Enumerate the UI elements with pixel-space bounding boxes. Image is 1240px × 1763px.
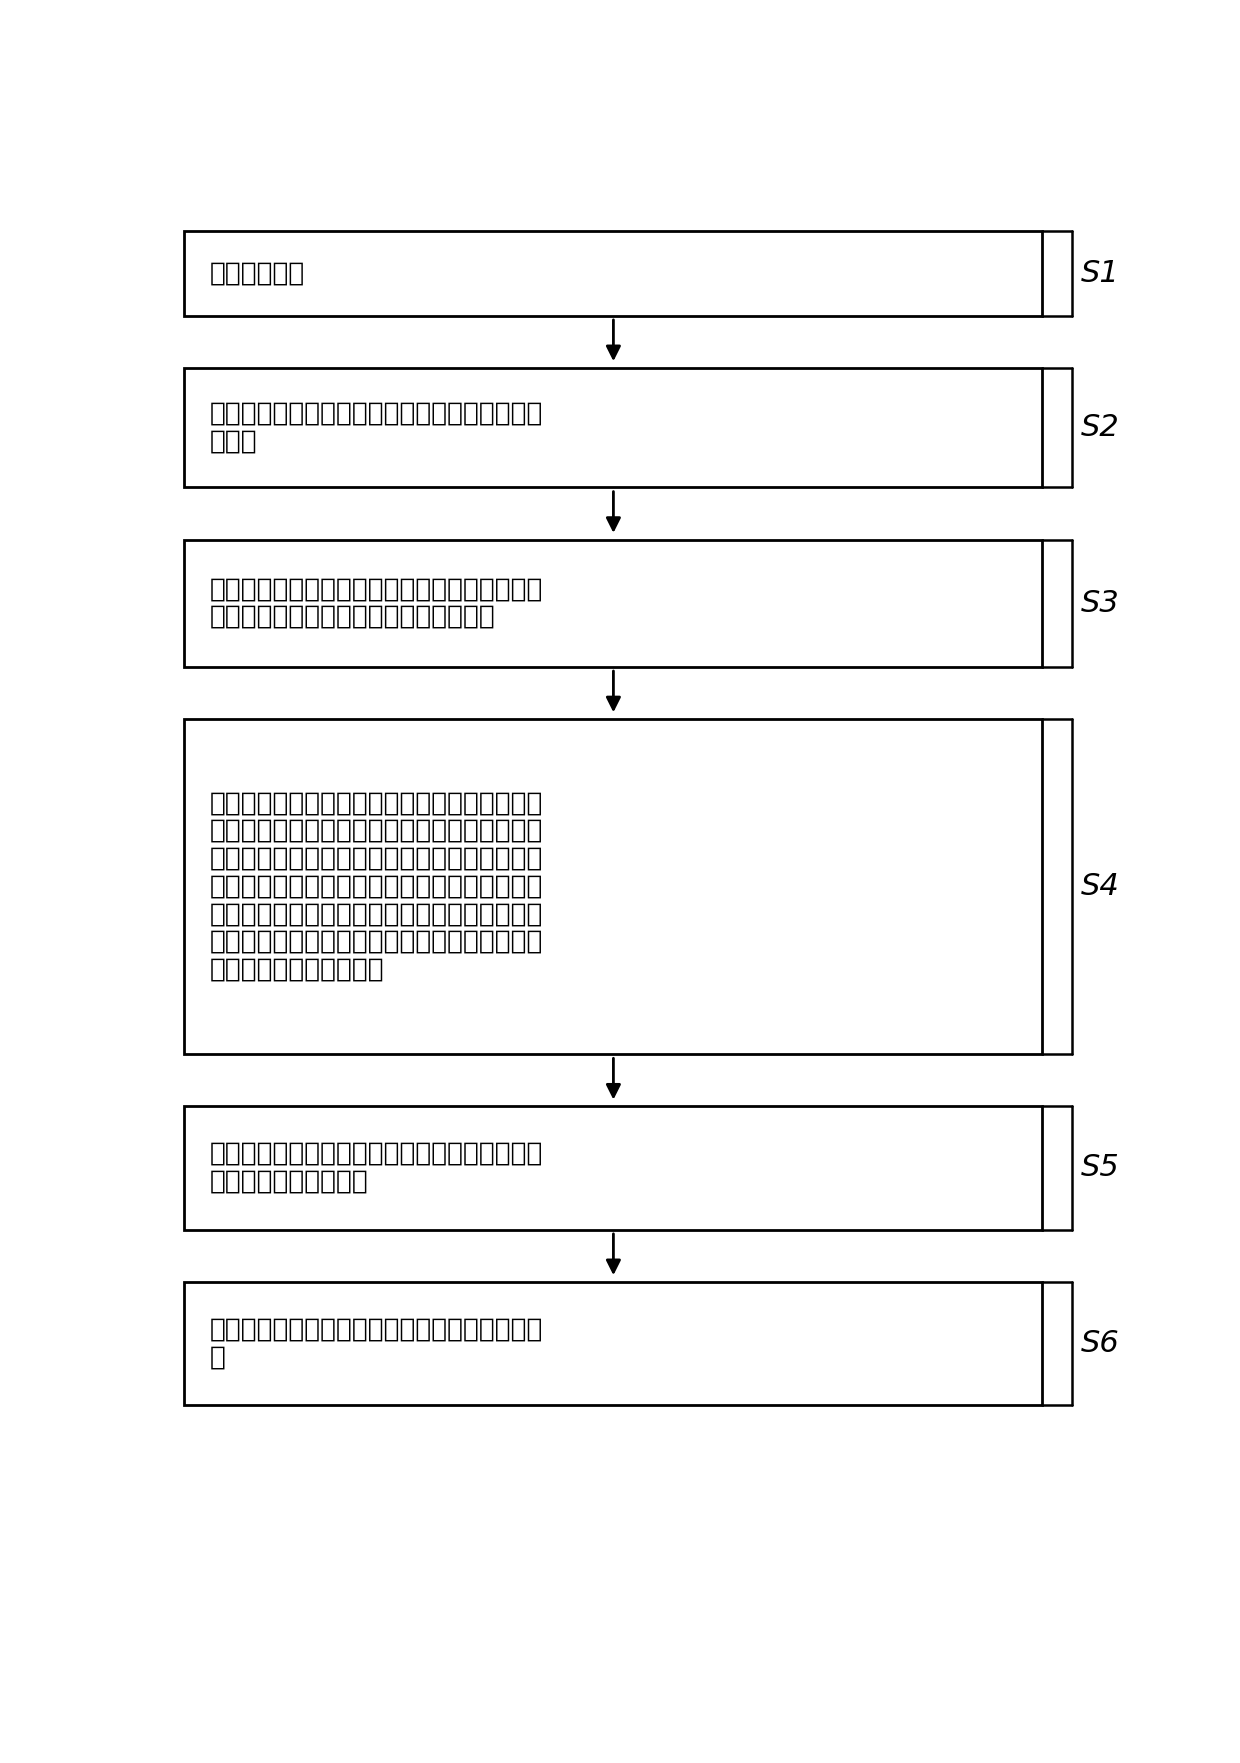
Text: 发光层上形成第一电子传输层；在第二空穴传输: 发光层上形成第一电子传输层；在第二空穴传输 [210,929,543,956]
Text: 成第一空穴传输层；在第二电子传输层上形成第: 成第一空穴传输层；在第二电子传输层上形成第 [210,846,543,871]
Text: ；在第二发光层上形成第二空穴传输层；在第一: ；在第二发光层上形成第二空穴传输层；在第一 [210,901,543,927]
Text: S3: S3 [1081,589,1120,617]
Text: 在阵列基板上于相邻的像素区的交界处设置像素: 在阵列基板上于相邻的像素区的交界处设置像素 [210,400,543,427]
Text: 二发光层；在第一空穴传输层上形成第一发光层: 二发光层；在第一空穴传输层上形成第一发光层 [210,873,543,899]
Bar [185,1107,1043,1229]
Text: 在第一阳极上形成第一空穴注入层；在第二阴极: 在第一阳极上形成第一空穴注入层；在第二阴极 [210,790,543,816]
Text: S6: S6 [1081,1329,1120,1358]
Bar [185,368,1043,487]
Bar [185,719,1043,1054]
Text: 隔离柱: 隔离柱 [210,428,257,455]
Text: 提供阵列基板: 提供阵列基板 [210,261,305,286]
Text: 在第一电子传输层上形成第一阴极；在第二空穴: 在第一电子传输层上形成第一阴极；在第二空穴 [210,1141,543,1167]
Bar [185,539,1043,666]
Text: 层: 层 [210,1345,226,1370]
Bar [185,231,1043,316]
Text: S2: S2 [1081,413,1120,443]
Text: 层上形成第二空穴注入层: 层上形成第二空穴注入层 [210,957,384,982]
Text: 在第一阴极、第二阳极及像素隔离柱上设置封装: 在第一阴极、第二阳极及像素隔离柱上设置封装 [210,1317,543,1343]
Text: 阵列基板上于第二像素区内形成第二阴极: 阵列基板上于第二像素区内形成第二阴极 [210,605,495,629]
Text: S1: S1 [1081,259,1120,287]
Text: S5: S5 [1081,1153,1120,1183]
Text: S4: S4 [1081,873,1120,901]
Text: 注入层上形成第二阳极: 注入层上形成第二阳极 [210,1169,368,1195]
Bar [185,1282,1043,1405]
Text: 在阵列基板上于第一像素区内形成第一阳极；在: 在阵列基板上于第一像素区内形成第一阳极；在 [210,577,543,603]
Text: 上形成第二电子传输层；在第一空穴注入层上形: 上形成第二电子传输层；在第一空穴注入层上形 [210,818,543,844]
